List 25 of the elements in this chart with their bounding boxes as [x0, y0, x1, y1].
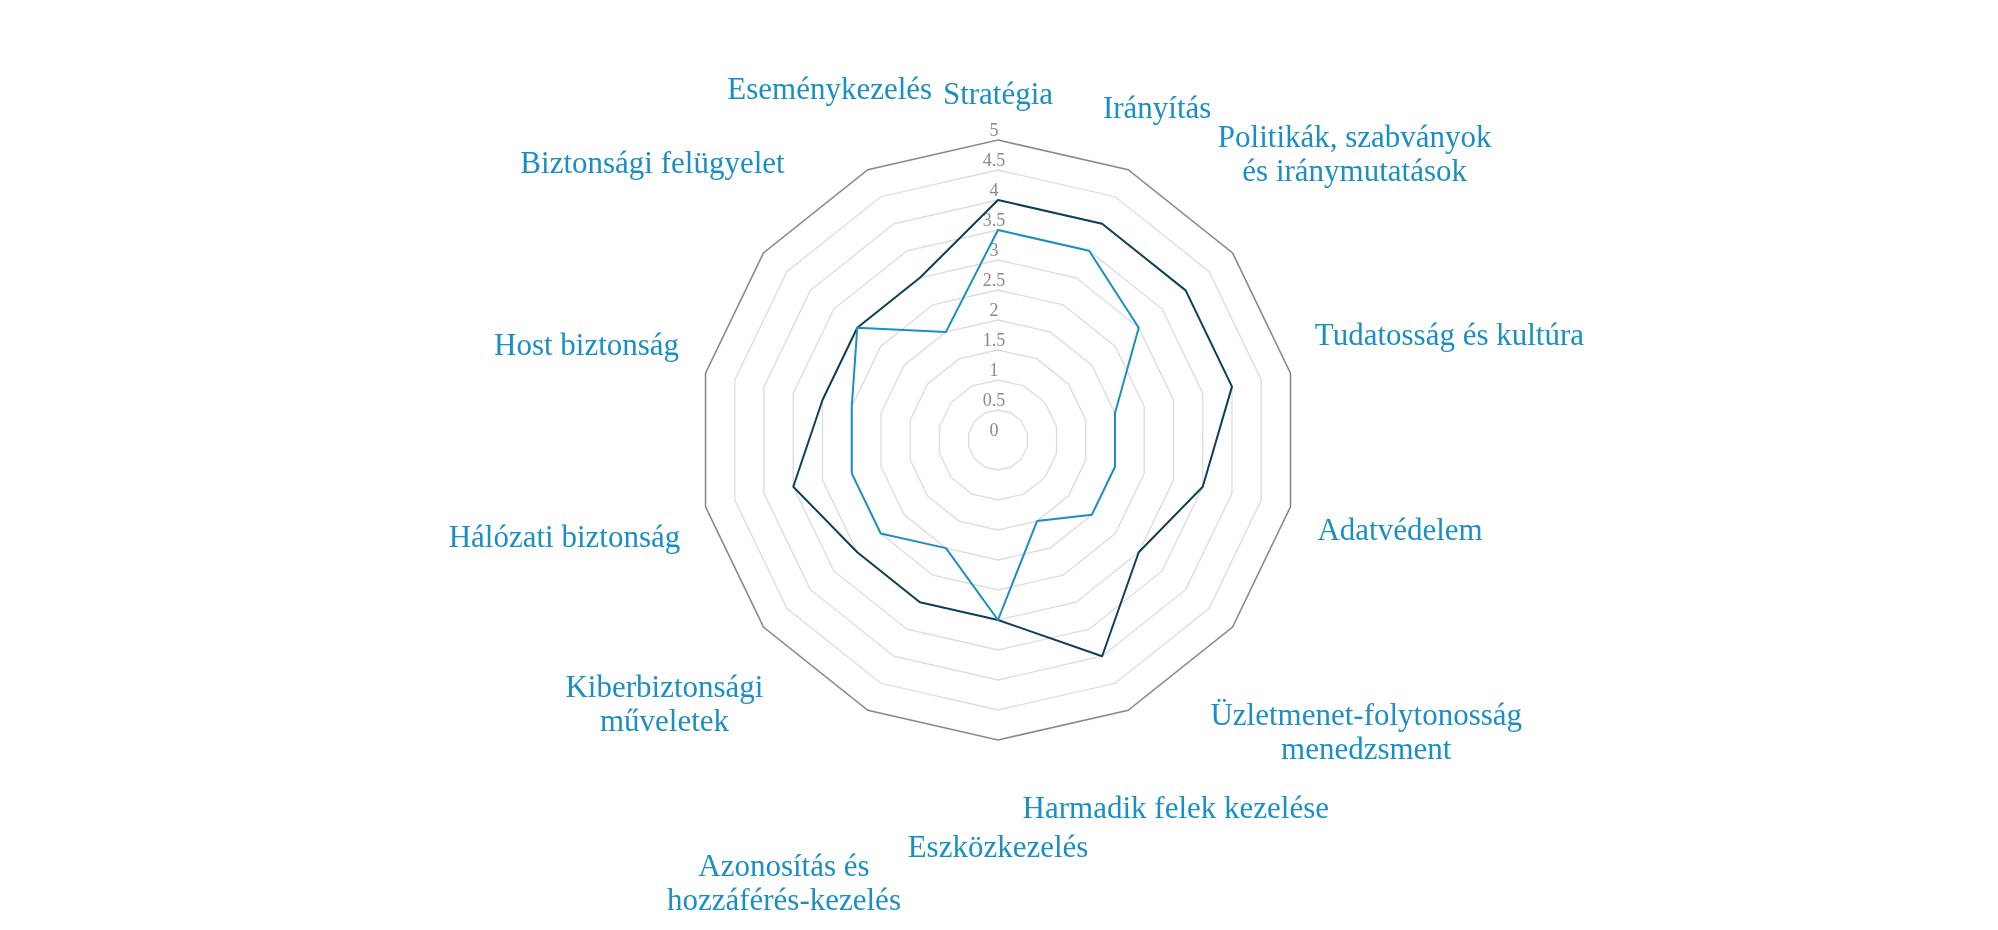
spoke-label: Adatvédelem [1317, 512, 1483, 548]
spoke-label: Host biztonság [493, 326, 680, 362]
y-tick-label: 3.5 [982, 210, 1006, 230]
spoke-label: Harmadik felek kezelése [1022, 789, 1329, 825]
spoke-label: Stratégia [942, 75, 1054, 111]
spoke-label: Üzletmenet-folytonosság menedzsment [1210, 697, 1523, 767]
y-tick-label: 2 [989, 300, 999, 320]
y-tick-label: 1 [989, 360, 999, 380]
y-tick-label: 4.5 [982, 150, 1006, 170]
spoke-label: Irányítás [1102, 89, 1212, 125]
y-tick-label: 2.5 [982, 270, 1006, 290]
y-tick-label: 0.5 [982, 390, 1006, 410]
spoke-label: Eseménykezelés [727, 71, 933, 107]
spoke-label: Kiberbiztonsági műveletek [565, 669, 764, 739]
spoke-label: Biztonsági felügyelet [520, 144, 786, 180]
y-tick-label: 4 [989, 180, 999, 200]
spoke-label: Azonosítás és hozzáférés-kezelés [666, 848, 901, 918]
y-tick-label: 3 [989, 240, 999, 260]
spoke-label: Politikák, szabványok és iránymutatások [1217, 119, 1493, 189]
spoke-label: Eszközkezelés [907, 828, 1089, 864]
spoke-label: Hálózati biztonság [448, 519, 681, 555]
y-tick-label: 0 [989, 420, 999, 440]
y-tick-label: 5 [989, 120, 999, 140]
y-tick-label: 1.5 [982, 330, 1006, 350]
spoke-label: Tudatosság és kultúra [1314, 317, 1585, 353]
